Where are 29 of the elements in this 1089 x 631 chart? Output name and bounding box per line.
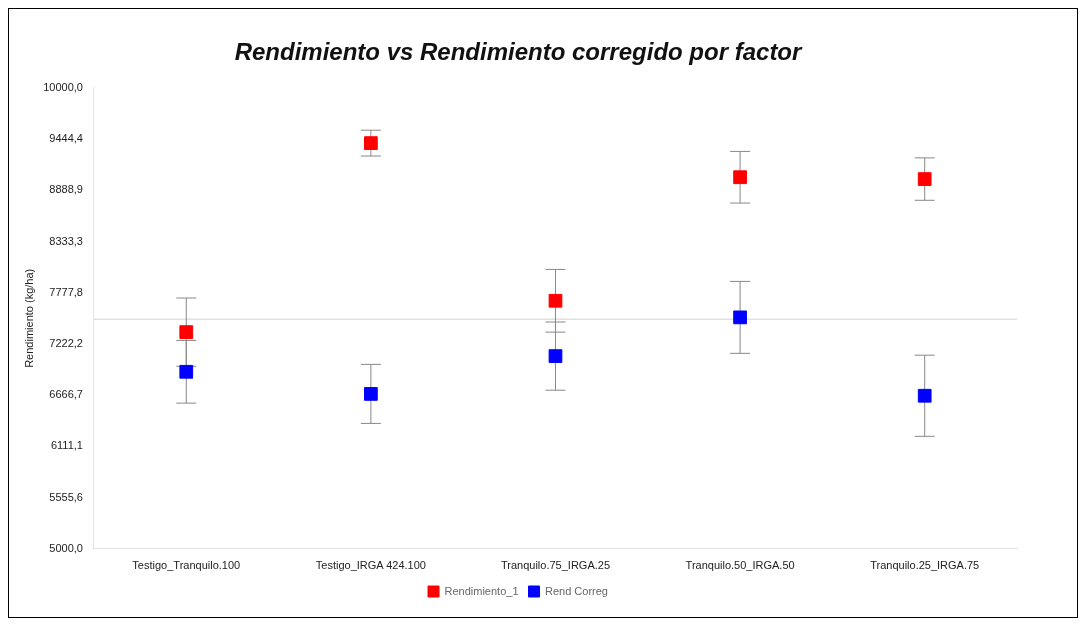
point [733,310,747,325]
x-tick-label: Tranquilo.75_IRGA.25 [500,559,610,572]
chart-title: Rendimiento vs Rendimiento corregido por factor [234,38,804,66]
y-axis-title: Rendimiento (kg/ha) [22,268,35,368]
x-tick-label: Tranquilo.25_IRGA.75 [870,559,980,572]
y-tick-label: 7777,8 [49,285,83,298]
y-tick-label: 8888,9 [49,183,83,196]
point [364,136,378,150]
y-tick-label: 7222,2 [49,336,83,349]
y-tick-label: 9444,4 [49,132,83,145]
y-tick-label: 5000,0 [49,541,83,554]
x-tick-label: Tranquilo.50_IRGA.50 [685,559,795,572]
legend-label: Rend Correg [545,584,608,597]
y-tick-label: 6666,7 [49,388,83,401]
x-tick-label: Testigo_IRGA 424.100 [315,559,426,572]
point [548,293,563,308]
y-tick-label: 8333,3 [49,234,83,247]
y-tick-label: 5555,6 [49,490,83,503]
y-tick-label: 6111,1 [50,439,83,452]
point [917,388,932,403]
point [733,170,747,185]
legend-label: Rendimiento_1 [444,584,519,597]
point [179,364,194,379]
y-tick-label: 10000,0 [43,80,83,93]
x-tick-label: Testigo_Tranquilo.100 [132,559,241,572]
point [548,349,563,363]
point [364,387,378,401]
point [917,172,932,186]
point [179,325,194,339]
